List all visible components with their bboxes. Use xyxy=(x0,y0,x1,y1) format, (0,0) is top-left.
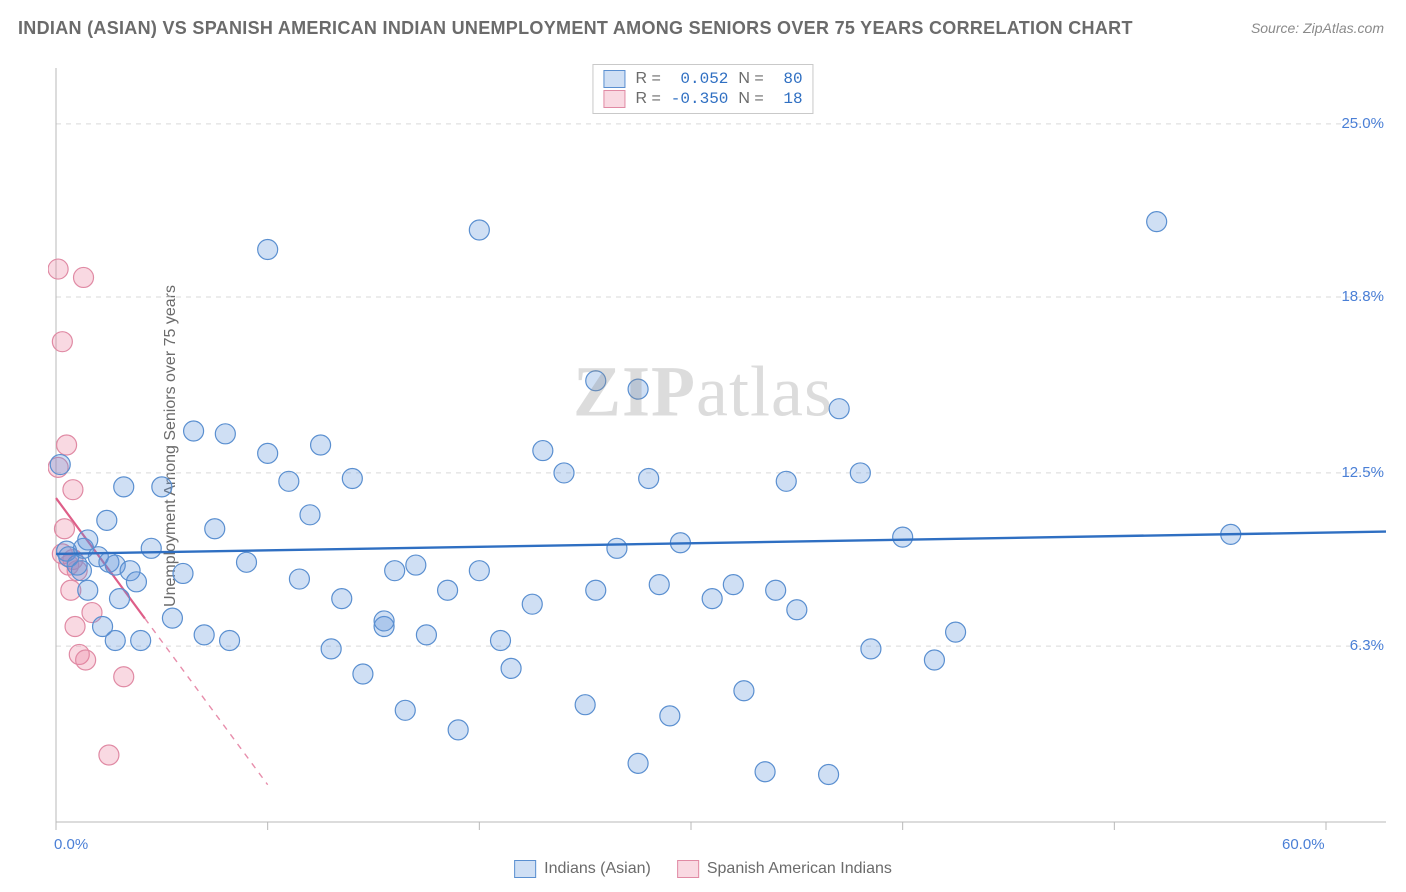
y-tick-label: 25.0% xyxy=(1341,115,1384,132)
r-value-1: 0.052 xyxy=(671,70,729,88)
r-label-2: R = xyxy=(635,90,660,108)
y-tick-label: 6.3% xyxy=(1350,637,1384,654)
legend-label-1: Indians (Asian) xyxy=(544,860,651,878)
swatch-series-2 xyxy=(603,90,625,108)
n-value-2: 18 xyxy=(774,90,803,108)
y-tick-label: 18.8% xyxy=(1341,288,1384,305)
source-label: Source: ZipAtlas.com xyxy=(1251,20,1384,36)
y-tick-label: 12.5% xyxy=(1341,464,1384,481)
series-legend: Indians (Asian) Spanish American Indians xyxy=(514,860,892,878)
swatch-bottom-1 xyxy=(514,860,536,878)
n-label-2: N = xyxy=(738,90,763,108)
legend-item-1: Indians (Asian) xyxy=(514,860,651,878)
legend-label-2: Spanish American Indians xyxy=(707,860,892,878)
x-tick-label: 0.0% xyxy=(54,836,88,853)
n-label: N = xyxy=(738,70,763,88)
x-tick-label: 60.0% xyxy=(1282,836,1325,853)
n-value-1: 80 xyxy=(774,70,803,88)
swatch-series-1 xyxy=(603,70,625,88)
scatter-plot xyxy=(48,60,1386,840)
swatch-bottom-2 xyxy=(677,860,699,878)
chart-title: INDIAN (ASIAN) VS SPANISH AMERICAN INDIA… xyxy=(18,18,1133,39)
r-value-2: -0.350 xyxy=(671,90,729,108)
correlation-legend: R = 0.052 N = 80 R = -0.350 N = 18 xyxy=(592,64,813,114)
r-label: R = xyxy=(635,70,660,88)
legend-row-1: R = 0.052 N = 80 xyxy=(603,69,802,89)
legend-item-2: Spanish American Indians xyxy=(677,860,892,878)
legend-row-2: R = -0.350 N = 18 xyxy=(603,89,802,109)
